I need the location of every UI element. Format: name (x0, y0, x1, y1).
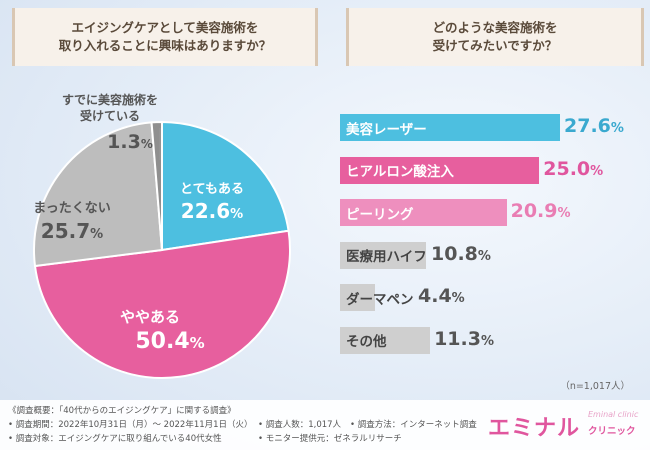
slice-not-interested (33, 121, 164, 268)
bar-label-peeling: ピーリング (346, 206, 414, 223)
label-already-receiving: すでに美容施術を受けている (62, 92, 158, 123)
bar-row-other: その他 (340, 326, 431, 354)
value-very-interested: 22.6% (181, 199, 243, 223)
bar-value-laser: 27.6% (564, 115, 624, 137)
question-1: エイジングケアとして美容施術を 取り入れることに興味はありますか？ (12, 8, 318, 66)
sample-size: （n=1,017人） (560, 381, 630, 392)
bar-row-hifu: 医療用ハイフ (340, 241, 427, 269)
slice-already-receiving (150, 120, 163, 251)
bar-row-laser: 美容レーザー (340, 114, 560, 141)
brand-logo-sub: クリニック (588, 426, 636, 437)
bar-value-hyaluronic: 25.0% (543, 157, 604, 180)
bar-peeling (340, 199, 507, 226)
monitor-provider: • モニター提供元：ゼネラルリサーチ (258, 434, 402, 444)
footer (0, 400, 650, 450)
bar-label-dermapen: ダーマペン (346, 291, 414, 308)
survey-period: • 調査期間：2022年10月31日（月）～ 2022年11月1日（火） (8, 420, 253, 430)
pie-chart: とてもある 22.6% ややある 50.4% まったくない 25.7% すでに美容施術を受け… (33, 92, 292, 379)
bar-hifu (340, 241, 427, 269)
survey-title: 《調査概要：「40代からのエイジングケア」に関する調査》 (8, 406, 236, 416)
question-2: どのような美容施術を 受けてみたいですか？ (346, 8, 644, 66)
label-not-interested: まったくない (33, 201, 110, 216)
bar-value-other: 11.3% (434, 327, 494, 350)
bar-label-laser: 美容レーザー (346, 121, 427, 138)
bar-value-peeling: 20.9% (510, 200, 571, 222)
survey-method: • 調査方法：インターネット調査 (350, 420, 477, 430)
value-not-interested: 25.7% (41, 219, 103, 243)
brand-logo-main: エミナル (488, 416, 581, 441)
survey-count: • 調査人数：1,017人 (258, 420, 342, 430)
bar-label-hyaluronic: ヒアルロン酸注入 (346, 164, 454, 180)
bar-row-hyaluronic: ヒアルロン酸注入 (340, 156, 540, 184)
bar-other (340, 326, 431, 354)
bar-row-dermapen: ダーマペン (340, 284, 414, 311)
label-somewhat-interested: ややある (120, 308, 180, 326)
bar-label-hifu: 医療用ハイフ (346, 249, 427, 265)
bar-dermapen (340, 284, 376, 311)
label-very-interested: とてもある (180, 182, 244, 197)
bar-value-dermapen: 4.4% (418, 285, 465, 307)
value-already-receiving: 1.3% (107, 131, 153, 153)
value-somewhat-interested: 50.4% (135, 329, 204, 354)
slice-somewhat-interested (33, 229, 292, 379)
brand-logo-en: Eminal clinic (588, 410, 639, 419)
bar-value-hifu: 10.8% (431, 242, 491, 265)
survey-target: • 調査対象：エイジングケアに取り組んでいる40代女性 (8, 434, 222, 444)
bar-laser (340, 114, 560, 141)
slice-very-interested (161, 120, 290, 252)
bar-row-peeling: ピーリング (340, 199, 507, 226)
bar-hyaluronic (340, 156, 540, 184)
bar-label-other: その他 (346, 334, 387, 350)
